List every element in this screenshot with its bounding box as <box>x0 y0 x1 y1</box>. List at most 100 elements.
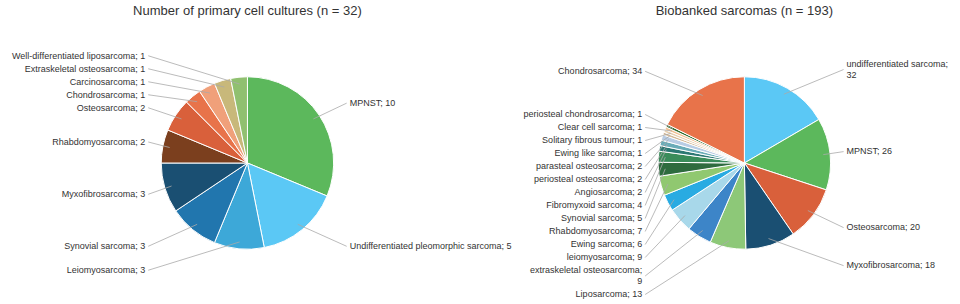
leader-line <box>148 69 224 87</box>
slice-label-line: MPNST; 26 <box>847 146 893 156</box>
leader-line <box>148 95 197 102</box>
slice-labels: undifferentiated sarcoma;32 MPNST; 26 Oste… <box>524 59 948 299</box>
chart-root: Number of primary cell cultures (n = 32)… <box>0 0 960 304</box>
leader-line <box>808 211 844 228</box>
leader-line <box>645 230 703 276</box>
slice-label: Solitary fibrous tumour; 1 <box>542 135 642 145</box>
pie-slice <box>658 162 744 176</box>
slice-label-line: Angiosarcoma; 2 <box>575 187 643 197</box>
slice-label-line: Clear cell sarcoma; 1 <box>558 122 643 132</box>
slices <box>658 77 830 249</box>
leader-lines <box>148 56 346 270</box>
leader-line <box>645 133 671 140</box>
slice-label-line: Osteosarcoma; 20 <box>847 222 921 232</box>
slice-label-line: 9 <box>637 276 642 286</box>
leader-line <box>645 216 685 258</box>
slice-label: Chondrosarcoma; 34 <box>558 66 642 76</box>
leader-line <box>645 157 665 205</box>
slice-label-line: Liposarcoma; 13 <box>576 289 643 299</box>
slice-label: Synovial sarcoma; 3 <box>64 241 145 251</box>
leader-line <box>769 239 844 266</box>
chart-title: Number of primary cell cultures (n = 32) <box>133 3 362 18</box>
slice-label: Liposarcoma; 13 <box>576 289 643 299</box>
slice-label: Myxofibrosarcoma; 3 <box>62 189 146 199</box>
slice-label-line: Ewing like sarcoma; 1 <box>555 148 643 158</box>
slice-label-line: leiomyosarcoma; 9 <box>567 252 643 262</box>
slice-label-line: Chondrosarcoma; 34 <box>558 66 642 76</box>
slice-label: MPNST; 26 <box>847 146 893 156</box>
slice-label: Leiomyosarcoma; 3 <box>67 265 146 275</box>
slices <box>161 77 333 249</box>
leader-line <box>645 136 670 154</box>
slice-label-line: Leiomyosarcoma; 3 <box>67 265 146 275</box>
pie-slice <box>667 77 744 163</box>
slice-label: parasteal osteosarcoma; 2 <box>536 161 642 171</box>
slice-label: Synovial sarcoma; 5 <box>561 213 642 223</box>
slice-label: Clear cell sarcoma; 1 <box>558 122 643 132</box>
slice-label-line: Carcinosarcoma; 1 <box>70 77 146 87</box>
leader-line <box>298 224 347 246</box>
slice-label: Undifferentiated pleomorphic sarcoma; 5 <box>350 241 512 251</box>
leader-line <box>645 144 667 179</box>
slice-label-line: Fibromyxoid sarcoma; 4 <box>546 200 642 210</box>
slice-label: Angiosarcoma; 2 <box>575 187 643 197</box>
slice-label-line: Extraskeletal osteosarcoma; 1 <box>25 64 146 74</box>
leader-line <box>645 128 672 132</box>
slice-label-line: parasteal osteosarcoma; 2 <box>536 161 642 171</box>
slice-label: MPNST; 10 <box>350 98 396 108</box>
pie-chart: Biobanked sarcomas (n = 193) undifferenti… <box>524 3 948 299</box>
slice-label: periosteal chondrosarcoma; 1 <box>524 109 643 119</box>
slice-label: Carcinosarcoma; 1 <box>70 77 146 87</box>
pie-slice <box>744 163 793 249</box>
slice-label: Osteosarcoma; 2 <box>77 103 146 113</box>
slice-label: Ewing like sarcoma; 1 <box>555 148 643 158</box>
chart-title: Biobanked sarcomas (n = 193) <box>656 3 833 18</box>
slice-label: Rhabdomyosarcoma; 7 <box>549 226 642 236</box>
pie-slice <box>231 77 248 163</box>
slice-label-line: periosteal osteosarcoma; 2 <box>534 174 642 184</box>
pie-chart: Number of primary cell cultures (n = 32)… <box>12 3 512 275</box>
leader-line <box>645 169 665 219</box>
slice-label: undifferentiated sarcoma;32 <box>847 59 948 80</box>
slice-label-line: Osteosarcoma; 2 <box>77 103 146 113</box>
slice-label-line: 32 <box>847 70 857 80</box>
leader-line <box>148 242 239 270</box>
leader-line <box>823 152 843 155</box>
leader-line <box>784 70 844 95</box>
leader-line <box>645 241 729 295</box>
slice-label-line: Synovial sarcoma; 5 <box>561 213 642 223</box>
slice-label: leiomyosarcoma; 9 <box>567 252 643 262</box>
slice-label-line: Rhabdomyosarcoma; 2 <box>52 137 145 147</box>
leader-line <box>645 150 666 193</box>
leader-line <box>313 103 346 119</box>
slice-label-line: Ewing sarcoma; 6 <box>571 239 643 249</box>
slice-label-line: extraskeletal osteosarcoma; <box>530 265 642 275</box>
leader-lines <box>645 70 843 295</box>
slice-label-line: Chondrosarcoma; 1 <box>66 90 145 100</box>
slice-label-line: Synovial sarcoma; 3 <box>64 241 145 251</box>
slice-label-line: Myxofibrosarcoma; 3 <box>62 189 146 199</box>
slice-label-line: Rhabdomyosarcoma; 7 <box>549 226 642 236</box>
slice-labels: MPNST; 10 Undifferentiated pleomorphic sa… <box>12 51 512 275</box>
slice-label: periosteal osteosarcoma; 2 <box>534 174 642 184</box>
slice-label: Ewing sarcoma; 6 <box>571 239 643 249</box>
slice-label-line: Myxofibrosarcoma; 18 <box>847 260 936 270</box>
slice-label: extraskeletal osteosarcoma;9 <box>530 265 642 286</box>
slice-label: Well-differentiated liposarcoma; 1 <box>12 51 145 61</box>
pie-slice <box>161 163 247 211</box>
slice-label: Chondrosarcoma; 1 <box>66 90 145 100</box>
slice-label: Osteosarcoma; 20 <box>847 222 921 232</box>
slice-label-line: Undifferentiated pleomorphic sarcoma; 5 <box>350 241 512 251</box>
leader-line <box>148 186 171 194</box>
leader-line <box>148 224 197 246</box>
slice-label: Myxofibrosarcoma; 18 <box>847 260 936 270</box>
slice-label: Rhabdomyosarcoma; 2 <box>52 137 145 147</box>
slice-label-line: Well-differentiated liposarcoma; 1 <box>12 51 145 61</box>
leader-line <box>645 139 668 166</box>
slice-label-line: MPNST; 10 <box>350 98 396 108</box>
slice-label-line: undifferentiated sarcoma; <box>847 59 948 69</box>
slice-label-line: periosteal chondrosarcoma; 1 <box>524 109 643 119</box>
leader-line <box>645 71 703 95</box>
leader-line <box>645 115 673 129</box>
leader-line <box>148 142 169 148</box>
